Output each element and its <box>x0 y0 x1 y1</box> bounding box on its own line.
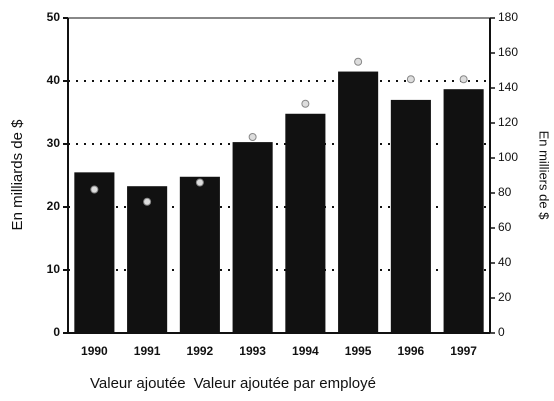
legend-label: Valeur ajoutée <box>90 375 186 392</box>
marker <box>301 99 310 108</box>
marker <box>90 185 99 194</box>
y-axis-label: En milliards de $ <box>9 119 26 231</box>
x-tick-label: 1994 <box>292 344 319 358</box>
y-tick-label: 50 <box>47 10 61 24</box>
y2-tick-label: 80 <box>498 185 512 199</box>
y-tick-label: 0 <box>53 325 60 339</box>
y2-tick-label: 140 <box>498 80 518 94</box>
marker <box>406 75 415 84</box>
y2-tick-label: 100 <box>498 150 518 164</box>
bar <box>232 142 273 333</box>
x-tick-label: 1992 <box>187 344 214 358</box>
x-tick-label: 1993 <box>239 344 266 358</box>
y-tick-label: 10 <box>47 262 61 276</box>
y-tick-label: 20 <box>47 199 61 213</box>
bar <box>127 186 168 333</box>
bar <box>338 71 379 334</box>
x-tick-label: 1997 <box>450 344 477 358</box>
y2-tick-label: 20 <box>498 290 512 304</box>
y2-tick-label: 60 <box>498 220 512 234</box>
x-tick-label: 1991 <box>134 344 161 358</box>
bar <box>285 113 326 333</box>
bar <box>443 89 484 333</box>
y2-tick-label: 0 <box>498 325 505 339</box>
bar <box>74 172 115 333</box>
y2-tick-label: 120 <box>498 115 518 129</box>
y2-tick-label: 160 <box>498 45 518 59</box>
marker <box>354 57 363 66</box>
y2-axis-label: En milliers de $ <box>537 131 552 221</box>
x-tick-label: 1996 <box>398 344 425 358</box>
y-tick-label: 40 <box>47 73 61 87</box>
y-tick-label: 30 <box>47 136 61 150</box>
marker <box>248 133 257 141</box>
marker <box>143 197 152 206</box>
y2-tick-label: 40 <box>498 255 512 269</box>
y2-tick-label: 180 <box>498 10 518 24</box>
legend-label: Valeur ajoutée par employé <box>194 375 376 392</box>
bar <box>390 99 431 334</box>
marker <box>195 178 204 187</box>
x-tick-label: 1990 <box>81 344 108 358</box>
bar <box>179 176 220 333</box>
x-tick-label: 1995 <box>345 344 372 358</box>
marker <box>459 75 468 84</box>
